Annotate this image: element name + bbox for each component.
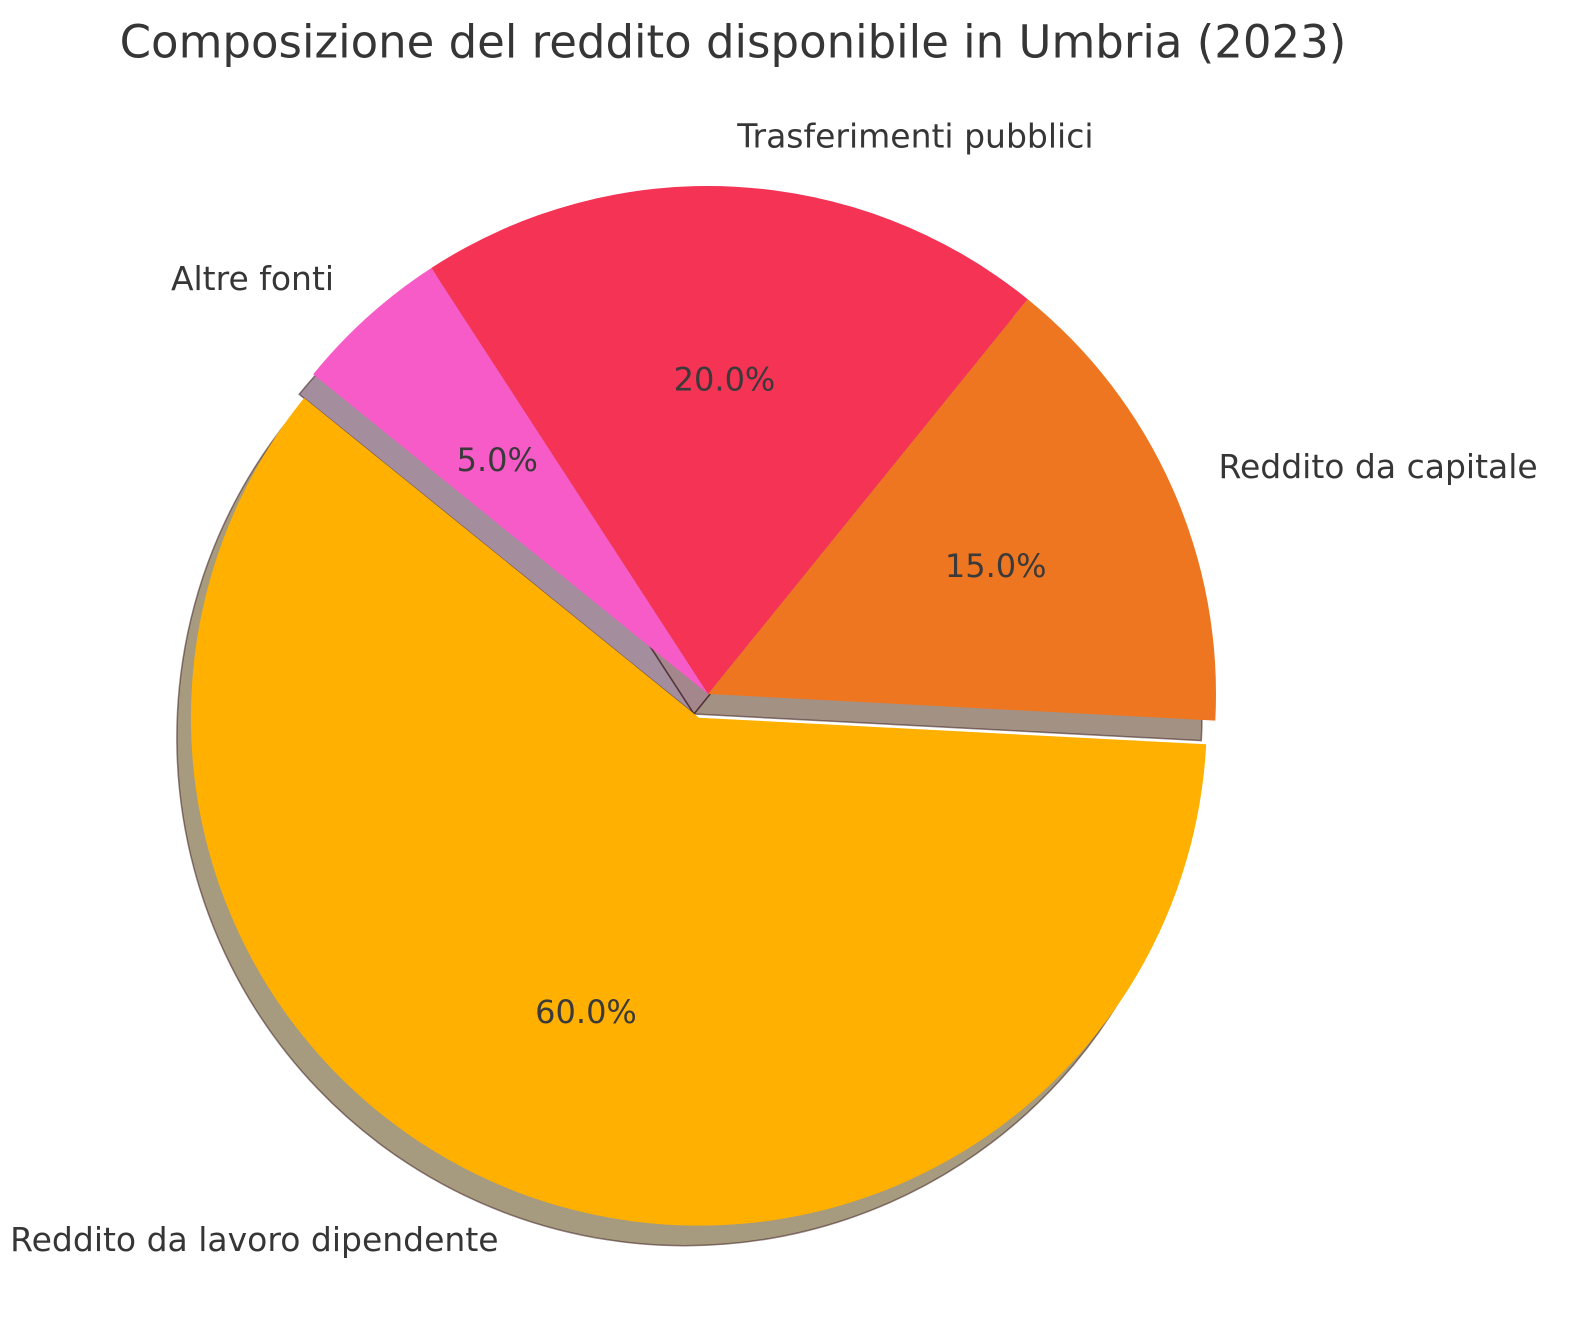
- text-layer: 15.0% Reddito da capitale 20.0% Trasferimen…: [10, 117, 1538, 1259]
- pie-slice-reddito-da-lavoro-dipendente: [190, 398, 1207, 1226]
- pct-label-reddito-da-lavoro-dipendente: 60.0%: [535, 993, 637, 1031]
- slice-label-altre-fonti: Altre fonti: [171, 259, 334, 298]
- pct-label-altre-fonti: 5.0%: [457, 441, 538, 479]
- pie-slice-reddito-da-capitale: [708, 299, 1216, 721]
- pct-label-trasferimenti-pubblici: 20.0%: [674, 361, 776, 399]
- slice-label-trasferimenti-pubblici: Trasferimenti pubblici: [736, 117, 1093, 156]
- pct-label-reddito-da-capitale: 15.0%: [945, 547, 1047, 585]
- pie-slice-trasferimenti-pubblici: [431, 186, 1028, 694]
- wedge-layer: [190, 186, 1216, 1226]
- slice-label-reddito-da-capitale: Reddito da capitale: [1219, 447, 1538, 486]
- slice-label-reddito-da-lavoro-dipendente: Reddito da lavoro dipendente: [10, 1220, 498, 1259]
- chart-title: Composizione del reddito disponibile in …: [120, 16, 1347, 69]
- pie-slice-altre-fonti: [313, 268, 708, 694]
